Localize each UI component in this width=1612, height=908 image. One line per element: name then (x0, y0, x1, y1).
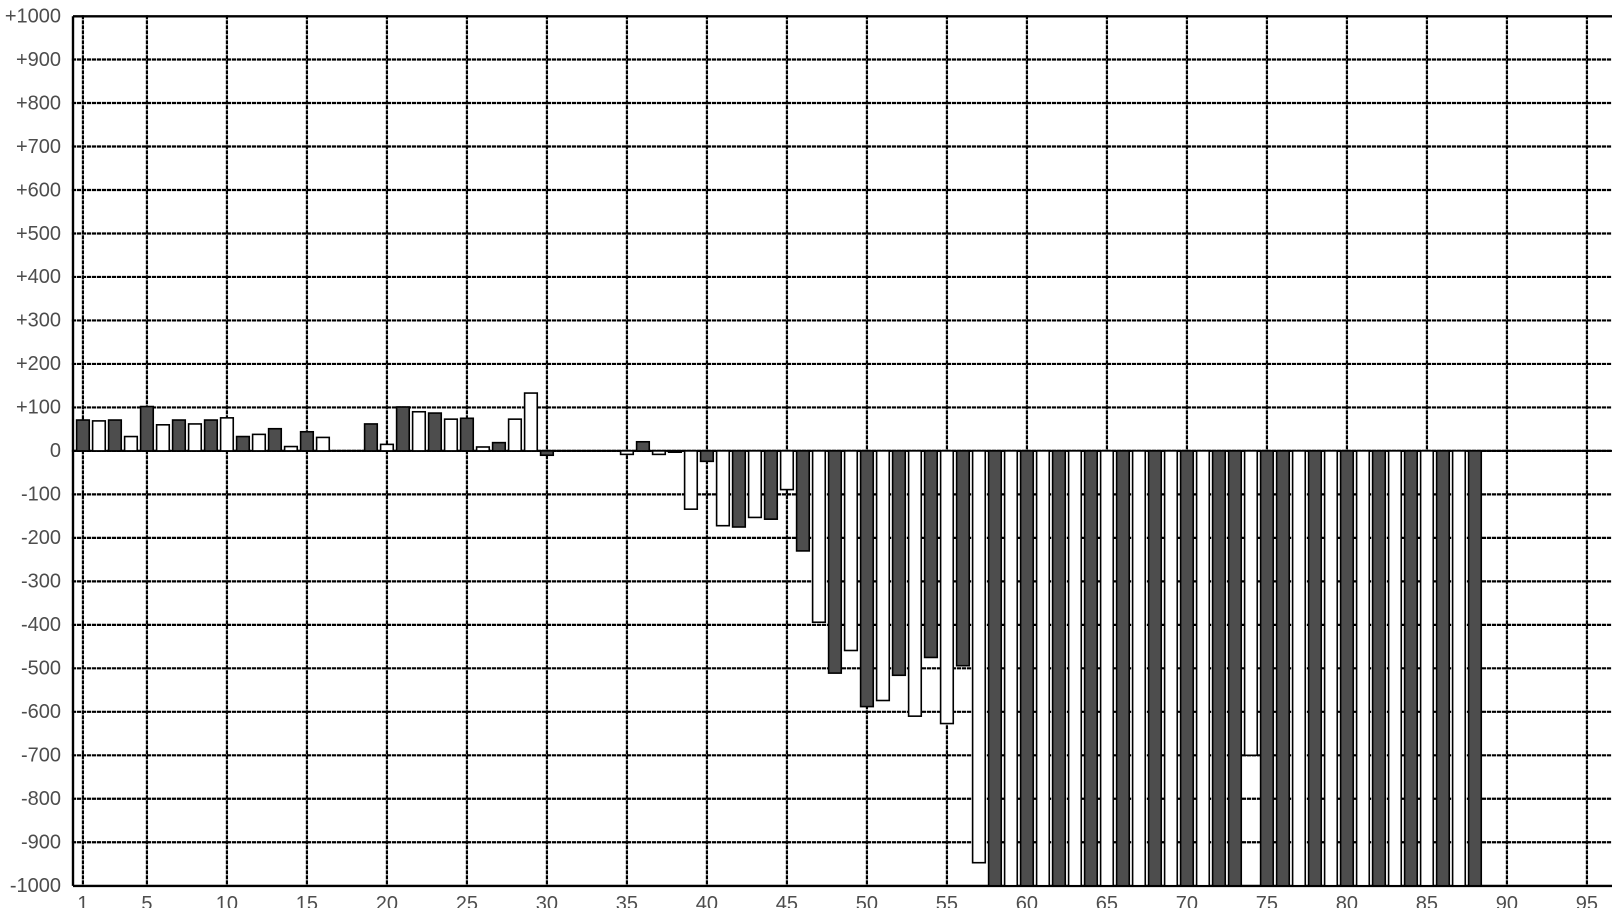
svg-text:0: 0 (50, 440, 61, 462)
svg-text:35: 35 (616, 893, 638, 908)
svg-text:-600: -600 (21, 701, 61, 723)
svg-text:30: 30 (536, 893, 558, 908)
svg-text:+400: +400 (16, 266, 61, 288)
svg-text:45: 45 (776, 893, 798, 908)
svg-text:5: 5 (141, 893, 152, 908)
svg-text:1: 1 (77, 893, 88, 908)
svg-text:85: 85 (1416, 893, 1438, 908)
svg-text:80: 80 (1336, 893, 1358, 908)
svg-text:+1000: +1000 (5, 5, 61, 27)
svg-text:20: 20 (376, 893, 398, 908)
svg-text:+700: +700 (16, 136, 61, 158)
svg-text:+100: +100 (16, 397, 61, 419)
svg-text:+300: +300 (16, 310, 61, 332)
svg-text:95: 95 (1576, 893, 1598, 908)
svg-text:50: 50 (856, 893, 878, 908)
svg-text:-900: -900 (21, 832, 61, 854)
svg-text:70: 70 (1176, 893, 1198, 908)
svg-text:+900: +900 (16, 49, 61, 71)
svg-text:+800: +800 (16, 92, 61, 114)
svg-text:-1000: -1000 (10, 875, 61, 897)
svg-text:-700: -700 (21, 745, 61, 767)
svg-text:90: 90 (1496, 893, 1518, 908)
svg-text:-500: -500 (21, 658, 61, 680)
svg-text:75: 75 (1256, 893, 1278, 908)
svg-text:+200: +200 (16, 353, 61, 375)
svg-text:40: 40 (696, 893, 718, 908)
svg-text:65: 65 (1096, 893, 1118, 908)
svg-text:+600: +600 (16, 179, 61, 201)
svg-text:-400: -400 (21, 614, 61, 636)
svg-text:+500: +500 (16, 223, 61, 245)
svg-text:15: 15 (296, 893, 318, 908)
svg-text:-300: -300 (21, 571, 61, 593)
svg-text:-100: -100 (21, 484, 61, 506)
svg-text:-200: -200 (21, 527, 61, 549)
svg-text:10: 10 (216, 893, 238, 908)
svg-text:25: 25 (456, 893, 478, 908)
svg-text:-800: -800 (21, 788, 61, 810)
svg-text:55: 55 (936, 893, 958, 908)
svg-text:60: 60 (1016, 893, 1038, 908)
